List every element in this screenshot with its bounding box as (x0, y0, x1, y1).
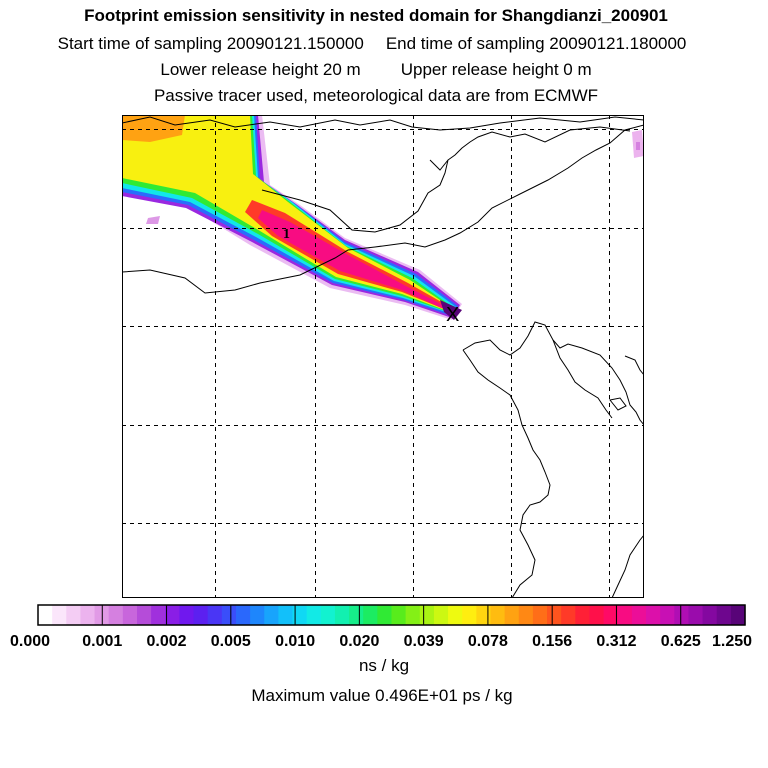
speck-purple-left (146, 216, 160, 224)
colorbar-swatch (547, 605, 562, 625)
colorbar-swatch (603, 605, 619, 625)
colorbar-swatch (688, 605, 704, 625)
colorbar-swatch (476, 605, 492, 625)
colorbar-swatch (306, 605, 322, 625)
receptor-label: 1 (283, 227, 290, 242)
tracer-note: Passive tracer used, meteorological data… (153, 86, 599, 105)
coastlines (122, 116, 644, 598)
colorbar-swatch (405, 605, 421, 625)
colorbar-swatch (532, 605, 548, 625)
plume-orange (122, 115, 185, 142)
colorbar-swatch (363, 605, 378, 625)
colorbar-swatch (716, 605, 732, 625)
upper-release-height: Upper release height 0 m (400, 60, 592, 79)
sampling-times: Start time of sampling 20090121.150000 En… (0, 34, 756, 54)
colorbar-tick-label: 0.156 (532, 633, 572, 650)
map-layer: 1 X (122, 115, 644, 598)
colorbar-tick-label: 1.250 (712, 633, 752, 650)
colorbar-swatch (278, 605, 294, 625)
border-bottom-right (611, 534, 644, 598)
colorbar-tick-label: 0.039 (404, 633, 444, 650)
colorbar-swatch (52, 605, 67, 625)
colorbar-swatch (66, 605, 82, 625)
colorbar-swatch (165, 605, 180, 625)
colorbar-swatch (136, 605, 152, 625)
colorbar-swatch (631, 605, 647, 625)
colorbar-swatch (108, 605, 124, 625)
colorbar-swatch (617, 605, 633, 625)
colorbar-swatch (448, 605, 463, 625)
colorbar-swatch (292, 605, 308, 625)
colorbar-swatch (646, 605, 661, 625)
colorbar-swatch (80, 605, 96, 625)
border-north (122, 116, 644, 131)
colorbar-unit: ns / kg (358, 656, 410, 675)
colorbar: 0.000 0.001 0.002 0.005 0.010 0.020 0.039 0.078… (10, 604, 752, 650)
colorbar-swatch (235, 605, 251, 625)
colorbar-tick-label: 0.010 (275, 633, 315, 650)
chart-title: Footprint emission sensitivity in nested… (84, 6, 668, 25)
colorbar-swatch (561, 605, 576, 625)
colorbar-tick-label: 0.312 (596, 633, 636, 650)
colorbar-swatch (349, 605, 364, 625)
border-inner-mongolia (122, 124, 644, 294)
colorbar-swatch (589, 605, 605, 625)
colorbar-swatch (207, 605, 223, 625)
colorbar-swatch (702, 605, 718, 625)
plume-yellow (122, 115, 452, 312)
footprint-plume (122, 115, 644, 320)
colorbar-swatch (518, 605, 534, 625)
colorbar-frame (37, 604, 746, 626)
colorbar-swatch (334, 605, 350, 625)
start-time: Start time of sampling 20090121.150000 (57, 34, 364, 53)
colorbar-tick-label: 0.005 (211, 633, 251, 650)
colorbar-swatch (377, 605, 393, 625)
coast-islands (609, 397, 627, 411)
colorbar-swatch (419, 605, 435, 625)
colorbar-swatch (38, 605, 53, 625)
colorbar-swatch (264, 605, 279, 625)
colorbar-swatch (504, 605, 520, 625)
max-value-note: Maximum value 0.496E+01 ps / kg (251, 686, 513, 705)
colorbar-swatch (221, 605, 237, 625)
colorbar-swatch (151, 605, 166, 625)
map-frame (122, 115, 644, 598)
colorbar-swatch (193, 605, 209, 625)
colorbar-tick-label: 0.000 (10, 633, 50, 650)
colorbar-tick-label: 0.001 (82, 633, 122, 650)
colorbar-swatch (575, 605, 591, 625)
colorbar-tick-label: 0.002 (147, 633, 187, 650)
plume-magenta (258, 210, 451, 311)
colorbar-swatch (433, 605, 449, 625)
colorbar-tick-label: 0.078 (468, 633, 508, 650)
coast-bohai (462, 321, 644, 426)
colorbar-tick-label: 0.020 (339, 633, 379, 650)
colorbar-swatch (250, 605, 265, 625)
lower-release-height: Lower release height 20 m (160, 60, 361, 79)
end-time: End time of sampling 20090121.180000 (385, 34, 687, 53)
colorbar-swatch (179, 605, 195, 625)
lat-lon-grid (122, 115, 644, 598)
release-heights: Lower release height 20 m Upper release h… (0, 60, 760, 80)
colorbar-swatch (490, 605, 506, 625)
coast-korea (624, 355, 644, 376)
colorbar-swatch (660, 605, 675, 625)
release-site-marker: X (446, 304, 459, 326)
colorbar-tick-label: 0.625 (661, 633, 701, 650)
colorbar-swatch (674, 605, 690, 625)
coast-shandong-west (462, 349, 551, 598)
plume-dark-core (440, 300, 462, 320)
border-small-notch (429, 159, 449, 171)
colorbar-swatch (391, 605, 407, 625)
colorbar-swatch (730, 605, 746, 625)
border-upper (261, 126, 631, 233)
colorbar-swatch (122, 605, 138, 625)
coast-peninsula (552, 339, 613, 419)
colorbar-swatch (462, 605, 477, 625)
colorbar-swatch (320, 605, 336, 625)
speck-lilac-right2 (636, 142, 640, 150)
